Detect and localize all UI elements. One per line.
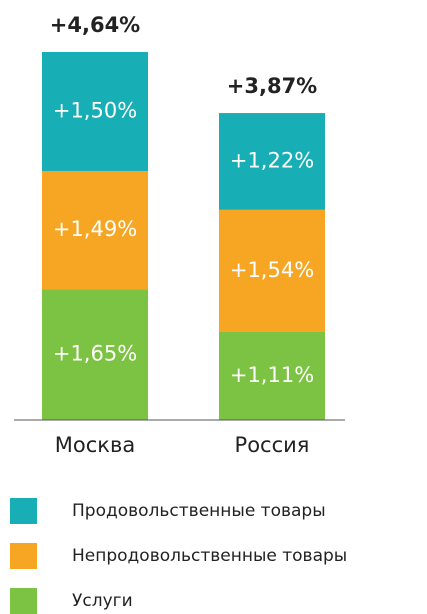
legend-label: Непродовольственные товары — [72, 546, 347, 566]
legend-label: Услуги — [72, 591, 133, 611]
total-label: +4,64% — [50, 13, 140, 37]
legend-swatch — [10, 543, 37, 569]
x-tick-label: Россия — [235, 433, 310, 457]
value-label: +1,50% — [53, 98, 137, 122]
value-label: +1,49% — [53, 217, 137, 241]
x-tick-label: Москва — [55, 433, 135, 457]
bar-segment — [219, 113, 325, 210]
value-label: +1,22% — [230, 148, 314, 172]
bar-segment — [42, 52, 148, 171]
bar-segment — [42, 170, 148, 290]
value-label: +1,65% — [53, 342, 137, 366]
bar-segment — [219, 331, 325, 420]
bar-segment — [42, 289, 148, 420]
legend-label: Продовольственные товары — [72, 501, 326, 521]
bar-segment — [219, 209, 325, 332]
value-label: +1,54% — [230, 258, 314, 282]
total-label: +3,87% — [227, 74, 317, 98]
value-label: +1,11% — [230, 363, 314, 387]
legend-swatch — [10, 588, 37, 614]
legend-swatch — [10, 498, 37, 524]
